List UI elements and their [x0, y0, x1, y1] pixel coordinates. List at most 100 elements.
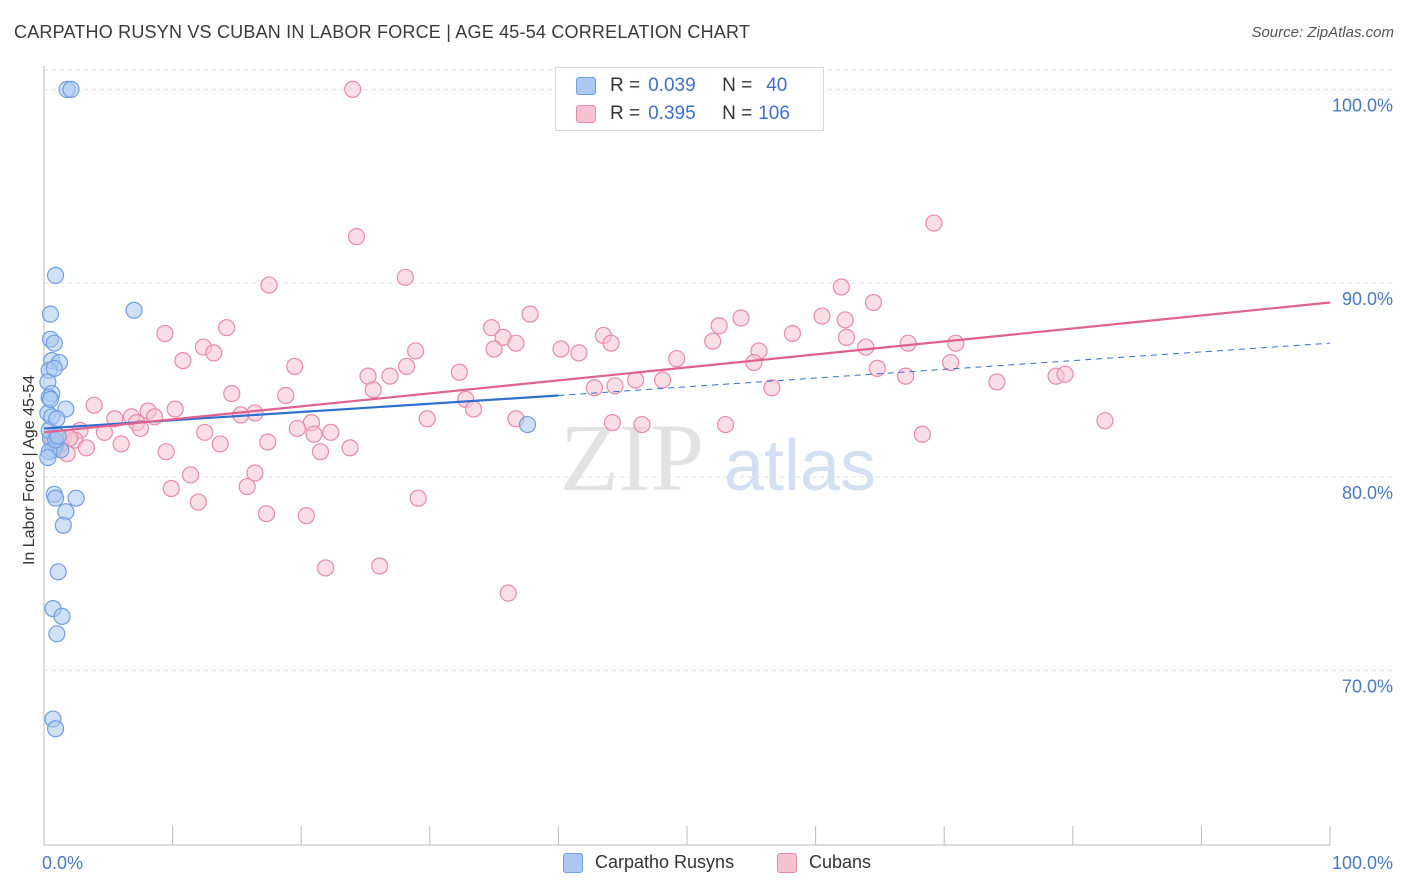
cuban-point: [371, 557, 389, 575]
carpatho-point: [48, 625, 66, 643]
cuban-point: [286, 357, 304, 376]
cuban-point: [131, 419, 150, 438]
cuban-point: [603, 414, 622, 432]
cuban-point: [464, 400, 483, 418]
legend-n-value: 106: [758, 103, 790, 124]
cuban-point: [499, 584, 517, 602]
cuban-point: [317, 559, 335, 577]
legend-r-label: R =: [610, 103, 641, 124]
x-tick-label-min: 0.0%: [42, 853, 83, 873]
cuban-point: [552, 340, 570, 358]
series-legend-cubans: Cubans: [777, 852, 871, 873]
cuban-point: [899, 334, 917, 352]
y-tick-label: 90.0%: [1342, 289, 1393, 309]
carpatho-point: [46, 489, 65, 507]
cuban-point: [246, 464, 264, 482]
cuban-point: [897, 367, 915, 385]
carpatho-point: [518, 415, 537, 434]
cuban-point: [763, 379, 781, 397]
cuban-point: [832, 278, 850, 296]
trend-layer: [43, 301, 1331, 434]
carpatho-point: [45, 334, 63, 352]
cuban-point: [732, 309, 750, 327]
legend-swatch-pink: [576, 105, 596, 123]
cuban-point: [418, 410, 436, 428]
legend-r-value: 0.395: [648, 103, 696, 124]
cuban-point: [868, 359, 886, 377]
cuban-point: [745, 353, 763, 372]
cuban-point: [223, 384, 241, 403]
cuban-point: [211, 435, 229, 453]
cuban-point: [259, 433, 277, 451]
cuban-point: [297, 507, 315, 525]
cuban-point: [988, 373, 1006, 391]
grid-layer: [44, 69, 1392, 672]
cuban-point: [837, 328, 856, 346]
cuban-point: [485, 340, 503, 358]
legend-n-value: 40: [766, 75, 788, 96]
cuban-point: [407, 342, 425, 360]
cuban-point: [344, 80, 362, 98]
watermark-atlas: atlas: [724, 426, 876, 506]
legend-row-cubans: R = 0.395 N = 106: [576, 102, 790, 126]
cuban-point: [162, 479, 180, 498]
cuban-point: [783, 324, 802, 343]
cuban-point: [277, 386, 295, 405]
cuban-point: [450, 363, 468, 381]
carpatho-point: [49, 563, 67, 581]
axis-layer: 70.0% 80.0% 90.0% 100.0% 0.0% 100.0%: [42, 66, 1393, 873]
cuban-point: [1096, 412, 1114, 430]
cuban-point: [947, 334, 965, 352]
cuban-point: [182, 466, 200, 484]
cuban-point: [704, 332, 722, 350]
cuban-point: [196, 423, 214, 441]
cuban-point: [246, 404, 264, 422]
cuban-point: [174, 352, 192, 370]
source-label: Source: ZipAtlas.com: [1251, 24, 1394, 41]
watermark-zip: ZIP: [560, 404, 704, 511]
y-tick-label: 80.0%: [1342, 483, 1393, 503]
watermark: ZIP atlas: [560, 404, 876, 511]
chart-title: CARPATHO RUSYN VS CUBAN IN LABOR FORCE |…: [14, 22, 751, 42]
carpatho-trend-extension: [558, 342, 1331, 396]
cuban-point: [925, 214, 943, 232]
cuban-point: [156, 324, 174, 343]
legend-row-carpatho: R = 0.039 N = 40: [576, 74, 787, 98]
cuban-point: [716, 415, 735, 434]
carpatho-point: [41, 305, 60, 323]
cuban-point: [166, 400, 184, 418]
cuban-point: [347, 228, 366, 246]
cuban-point: [507, 334, 525, 352]
carpatho-point: [54, 516, 72, 534]
cuban-point: [409, 489, 427, 507]
cuban-point: [85, 396, 103, 414]
series-swatch-pink: [777, 852, 797, 873]
cuban-point: [364, 381, 382, 399]
carpatho-point: [125, 301, 143, 319]
cuban-point: [606, 377, 624, 395]
cuban-point: [288, 419, 306, 438]
cuban-point: [189, 493, 207, 511]
y-tick-label: 100.0%: [1332, 95, 1393, 115]
points-layer: [39, 80, 1114, 738]
carpatho-point: [41, 390, 60, 408]
cuban-point: [857, 338, 875, 356]
cuban-point: [322, 423, 340, 441]
cuban-point: [521, 305, 539, 323]
cuban-point: [238, 477, 256, 496]
legend-n-label: N =: [722, 75, 753, 96]
cuban-point: [710, 317, 728, 335]
cuban-point: [305, 425, 323, 443]
cuban-point: [602, 334, 620, 352]
cuban-point: [112, 435, 130, 453]
legend-r-label: R =: [610, 75, 641, 96]
carpatho-point: [53, 607, 71, 625]
series-swatch-blue: [563, 852, 583, 873]
cuban-point: [381, 367, 399, 385]
cuban-point: [585, 379, 604, 397]
cuban-point: [398, 357, 416, 376]
carpatho-point: [46, 266, 65, 284]
cuban-point: [913, 425, 931, 443]
carpatho-point: [48, 410, 66, 428]
cuban-point: [260, 276, 278, 294]
